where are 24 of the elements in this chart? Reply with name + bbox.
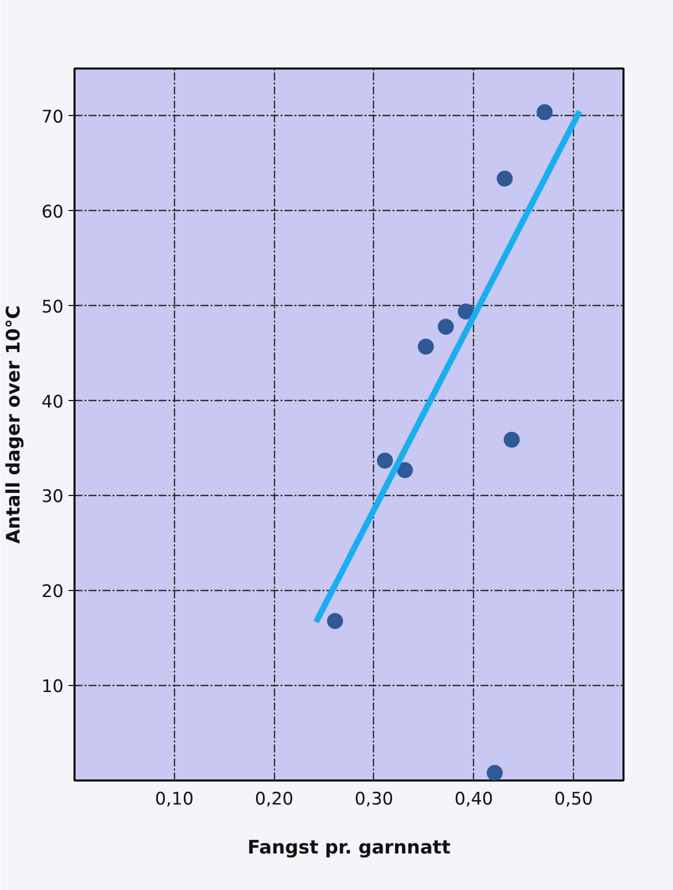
- point: [438, 318, 454, 335]
- y-tick-label: 40: [41, 392, 64, 412]
- x-tick-label: 0,30: [354, 790, 394, 810]
- y-axis-title: Antall dager over 10°C: [3, 305, 24, 544]
- x-tick-label: 0,20: [254, 790, 294, 810]
- point: [418, 338, 434, 355]
- point: [327, 613, 344, 629]
- x-tick-label: 0,50: [554, 790, 593, 810]
- x-tick-label: 0,10: [155, 790, 194, 810]
- x-tick-label: 0,40: [454, 790, 494, 810]
- point: [486, 764, 503, 780]
- point: [536, 104, 553, 120]
- y-tick-label: 30: [41, 487, 64, 508]
- y-tick-label: 70: [41, 107, 64, 128]
- point: [458, 304, 474, 320]
- x-axis-title: Fangst pr. garnnatt: [248, 838, 451, 858]
- point: [376, 452, 393, 469]
- y-tick-label: 20: [41, 582, 64, 602]
- y-tick-label: 10: [41, 677, 64, 698]
- y-tick-label: 60: [41, 202, 64, 222]
- point: [496, 170, 513, 187]
- point: [396, 462, 413, 478]
- point: [504, 432, 520, 448]
- y-tick-label: 50: [41, 297, 64, 318]
